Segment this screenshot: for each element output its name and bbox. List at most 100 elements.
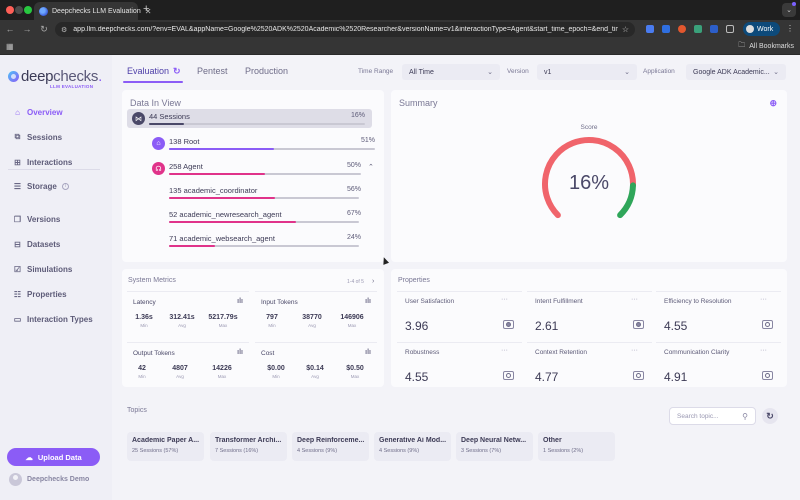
bar-chart-icon[interactable]: ılı: [237, 349, 243, 356]
topic-card[interactable]: Deep Reinforceme... 4 Sessions (9%): [292, 432, 369, 461]
logo[interactable]: deepchecks.: [8, 68, 102, 85]
topic-card[interactable]: Other 1 Sessions (2%): [538, 432, 615, 461]
maximize-window-button[interactable]: [24, 6, 32, 14]
user-menu[interactable]: Deepchecks Demo: [9, 473, 89, 486]
sidebar-item-datasets[interactable]: ⊟ Datasets: [13, 237, 60, 251]
all-bookmarks-button[interactable]: 🗀 All Bookmarks: [738, 41, 794, 52]
property-card-intent-fulfillment[interactable]: Intent Fulfillment ··· 2.61: [527, 291, 652, 339]
child-pct: 24%: [346, 234, 361, 241]
sidebar-item-simulations[interactable]: ☑ Simulations: [13, 262, 72, 276]
sidebar-item-interactions[interactable]: ⊞ Interactions: [13, 155, 72, 169]
info-icon[interactable]: i: [61, 182, 69, 190]
apps-grid-icon[interactable]: ▦: [6, 42, 14, 51]
minimize-window-button[interactable]: [15, 6, 23, 14]
time-range-select[interactable]: All Time ⌄: [402, 64, 500, 80]
stat-label: Max: [347, 323, 357, 328]
more-options-icon[interactable]: ···: [631, 347, 638, 354]
new-tab-button[interactable]: +: [143, 3, 150, 15]
zoom-in-icon[interactable]: ⊕: [769, 98, 777, 108]
list-item[interactable]: 52 academic_newresearch_agent 67%: [169, 210, 364, 226]
site-settings-icon[interactable]: ⚙: [61, 26, 68, 34]
child-bar: [169, 245, 359, 247]
tab-search-button[interactable]: ⌄: [782, 3, 796, 17]
active-tab-indicator: [123, 81, 183, 83]
extension-icon[interactable]: [694, 25, 702, 33]
sidebar-item-properties[interactable]: ☷ Properties: [13, 287, 67, 301]
tab-production[interactable]: Production: [245, 66, 289, 76]
child-label: 52 academic_newresearch_agent: [169, 210, 282, 219]
property-card-communication-clarity[interactable]: Communication Clarity ··· 4.91: [656, 342, 781, 386]
sidebar-item-overview[interactable]: ⌂ Overview: [13, 105, 63, 119]
version-select[interactable]: v1 ⌄: [537, 64, 637, 80]
application-label: Application: [643, 68, 675, 75]
score-label: Score: [580, 124, 598, 131]
mouse-cursor: [380, 256, 390, 265]
more-options-icon[interactable]: ···: [501, 347, 508, 354]
application-select[interactable]: Google ADK Academic... ⌄: [686, 64, 786, 80]
bar-chart-icon[interactable]: ılı: [365, 298, 371, 305]
forward-icon[interactable]: →: [22, 24, 32, 34]
topics-title: Topics: [127, 407, 147, 414]
more-options-icon[interactable]: ···: [760, 296, 767, 303]
stat-value: 5217.79s: [208, 314, 238, 321]
property-title: User Satisfaction: [405, 298, 455, 305]
url-text[interactable]: app.llm.deepchecks.com/?env=EVAL&appName…: [73, 26, 618, 33]
stat-label: Min: [268, 323, 276, 328]
topic-card[interactable]: Deep Neural Netw... 3 Sessions (7%): [456, 432, 533, 461]
cloud-upload-icon: ☁: [25, 452, 33, 462]
property-card-robustness[interactable]: Robustness ··· 4.55: [397, 342, 522, 386]
datasets-icon: ⊟: [14, 239, 21, 249]
topic-card[interactable]: Academic Paper A... 25 Sessions (57%): [127, 432, 204, 461]
property-type-icon: [762, 320, 773, 329]
sidebar-item-label: Properties: [27, 289, 67, 299]
topics-refresh-button[interactable]: ↻: [762, 408, 778, 424]
extensions-puzzle-icon[interactable]: [726, 25, 734, 33]
close-window-button[interactable]: [6, 6, 14, 14]
profile-button[interactable]: Work: [743, 22, 780, 36]
refresh-icon[interactable]: ↻: [173, 66, 181, 76]
property-card-user-satisfaction[interactable]: User Satisfaction ··· 3.96: [397, 291, 522, 339]
chevron-up-icon[interactable]: ⌃: [368, 164, 374, 171]
search-icon[interactable]: ⚲: [742, 411, 748, 421]
topic-search-box[interactable]: ⚲: [669, 407, 756, 425]
sessions-row[interactable]: ⋈ 44 Sessions 16%: [127, 109, 372, 128]
browser-menu-icon[interactable]: ⋮: [786, 24, 794, 33]
sidebar-item-storage[interactable]: ☰ Storage i: [13, 179, 69, 193]
property-card-context-retention[interactable]: Context Retention ··· 4.77: [527, 342, 652, 386]
more-options-icon[interactable]: ···: [631, 296, 638, 303]
browser-tab[interactable]: Deepchecks LLM Evaluation ✕: [34, 2, 151, 20]
tab-pentest[interactable]: Pentest: [197, 66, 228, 76]
sidebar-item-versions[interactable]: ❐ Versions: [13, 212, 60, 226]
url-bar[interactable]: ⚙ app.llm.deepchecks.com/?env=EVAL&appNa…: [55, 22, 635, 37]
stat-value: 797: [266, 314, 278, 321]
close-tab-icon[interactable]: ✕: [144, 6, 152, 16]
list-item[interactable]: 135 academic_coordinator 56%: [169, 186, 364, 202]
extension-icon[interactable]: [662, 25, 670, 33]
property-value: 4.91: [664, 370, 688, 384]
topic-card[interactable]: Generative Ai Mod... 4 Sessions (9%): [374, 432, 451, 461]
bookmark-star-icon[interactable]: ☆: [621, 25, 629, 34]
root-row[interactable]: ⌂ 138 Root 51%: [149, 136, 375, 156]
extension-icon[interactable]: [646, 25, 654, 33]
next-page-icon[interactable]: ›: [372, 278, 375, 285]
topic-card[interactable]: Transformer Archi... 7 Sessions (16%): [210, 432, 287, 461]
topic-search-input[interactable]: [677, 412, 737, 420]
agent-row[interactable]: ☊ 258 Agent 50% ⌃: [149, 161, 374, 181]
sidebar-item-interaction-types[interactable]: ▭ Interaction Types: [13, 312, 93, 326]
sidebar: deepchecks. LLM EVALUATION ⌂ Overview ⧉ …: [0, 55, 112, 500]
tab-evaluation[interactable]: Evaluation ↻: [127, 66, 181, 76]
extension-icon[interactable]: [710, 25, 718, 33]
extension-icon[interactable]: [678, 25, 686, 33]
bar-chart-icon[interactable]: ılı: [365, 349, 371, 356]
more-options-icon[interactable]: ···: [501, 296, 508, 303]
list-item[interactable]: 71 academic_websearch_agent 24%: [169, 234, 364, 250]
bar-chart-icon[interactable]: ılı: [237, 298, 243, 305]
sidebar-item-sessions[interactable]: ⧉ Sessions: [13, 130, 63, 144]
upload-data-label: Upload Data: [37, 452, 82, 462]
more-options-icon[interactable]: ···: [760, 347, 767, 354]
deepchecks-logo-icon: [8, 71, 19, 82]
reload-icon[interactable]: ↻: [40, 23, 48, 34]
back-icon[interactable]: ←: [5, 24, 15, 34]
upload-data-button[interactable]: ☁ Upload Data: [7, 448, 100, 466]
property-card-efficiency-to-resolution[interactable]: Efficiency to Resolution ··· 4.55: [656, 291, 781, 339]
